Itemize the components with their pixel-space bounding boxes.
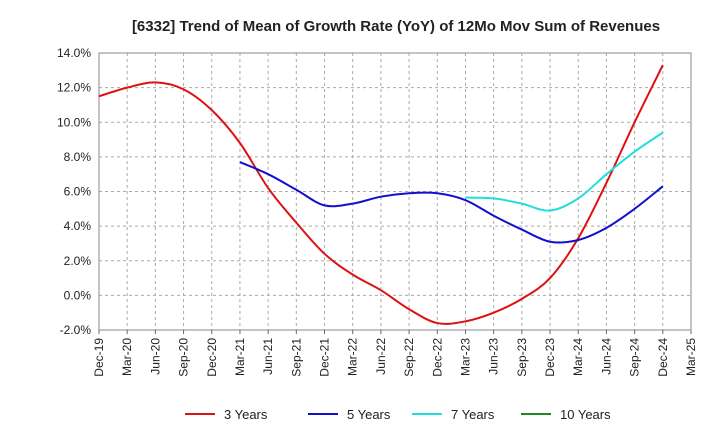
series-line-5-years (239, 161, 664, 244)
y-tick-label: 2.0% (64, 254, 92, 268)
plot-frame (98, 52, 692, 331)
legend-label-5-years: 5 Years (347, 407, 391, 422)
y-tick-label: 12.0% (57, 81, 91, 95)
series-lines (98, 64, 664, 325)
series-line-3-years (98, 64, 664, 325)
x-tick-label: Mar-22 (346, 338, 360, 376)
legend-label-7-years: 7 Years (451, 407, 495, 422)
x-tick-label: Dec-19 (92, 338, 106, 377)
x-tick-label: Mar-25 (684, 338, 698, 376)
legend-label-3-years: 3 Years (224, 407, 268, 422)
x-tick-label: Mar-21 (233, 338, 247, 376)
y-tick-label: 4.0% (64, 219, 92, 233)
x-tick-label: Mar-20 (120, 338, 134, 376)
x-tick-label: Sep-22 (402, 338, 416, 377)
series-line-7-years (465, 131, 664, 212)
x-tick-label: Mar-23 (458, 338, 472, 376)
x-tick-label: Sep-21 (289, 338, 303, 377)
y-tick-label: 10.0% (57, 115, 91, 129)
x-tick-label: Dec-23 (543, 338, 557, 377)
x-tick-label: Jun-20 (148, 338, 162, 375)
y-tick-label: 6.0% (64, 185, 92, 199)
y-tick-label: 0.0% (64, 288, 92, 302)
x-tick-label: Sep-23 (515, 338, 529, 377)
x-tick-label: Jun-24 (599, 338, 613, 375)
y-tick-label: 8.0% (64, 150, 92, 164)
x-tick-label: Dec-21 (318, 338, 332, 377)
x-tick-label: Dec-24 (656, 338, 670, 377)
x-tick-label: Mar-24 (571, 338, 585, 376)
legend: 3 Years 5 Years 7 Years 10 Years (185, 407, 611, 422)
x-tick-label: Sep-24 (628, 338, 642, 377)
axes: 14.0% 12.0% 10.0% 8.0% 6.0% 4.0% 2.0% 0.0% -2.0%… (57, 46, 698, 377)
legend-label-10-years: 10 Years (560, 407, 611, 422)
x-tick-label: Jun-23 (487, 338, 501, 375)
y-tick-label: 14.0% (57, 46, 91, 60)
chart-title: [6332] Trend of Mean of Growth Rate (YoY… (132, 18, 660, 35)
x-tick-label: Dec-22 (430, 338, 444, 377)
x-tick-label: Jun-21 (261, 338, 275, 375)
x-tick-label: Dec-20 (205, 338, 219, 377)
y-tick-label: -2.0% (60, 323, 92, 337)
x-tick-label: Jun-22 (374, 338, 388, 375)
gridlines (99, 52, 691, 330)
x-tick-label: Sep-20 (177, 338, 191, 377)
